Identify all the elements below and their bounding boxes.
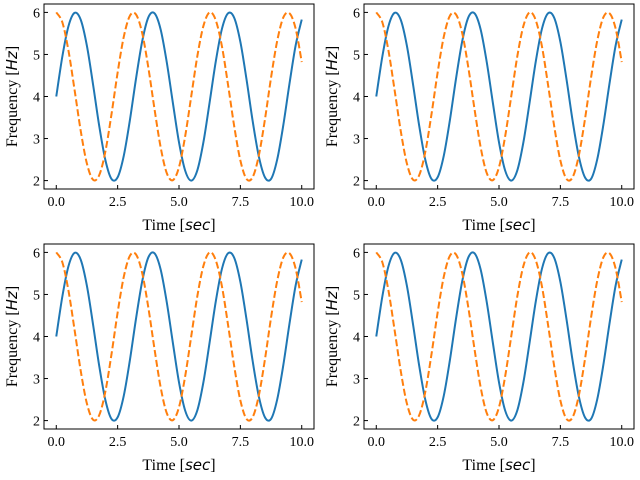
x-axis-label-end: ] [530, 457, 535, 474]
y-tick-label: 3 [353, 133, 360, 148]
y-axis-label-math: Hz [3, 50, 21, 70]
x-tick-label: 5.0 [490, 435, 508, 450]
x-tick-label: 5.0 [170, 435, 188, 450]
y-tick-label: 4 [33, 91, 40, 106]
y-axis-label-text: Frequency [ [324, 70, 341, 147]
x-axis-label-end: ] [530, 217, 535, 234]
x-tick-label: 0.0 [368, 195, 386, 210]
x-axis-label-end: ] [210, 457, 215, 474]
series-line-cos [375, 251, 623, 422]
series-line-sin [375, 11, 623, 182]
x-axis-label-text: Time [ [142, 457, 185, 474]
series-line-cos [55, 251, 303, 422]
y-tick-label: 2 [353, 415, 360, 430]
y-tick-label: 4 [33, 331, 40, 346]
y-axis-label-text: Frequency [ [324, 310, 341, 387]
y-axis-label-text: Frequency [ [4, 310, 21, 387]
y-tick-label: 6 [33, 6, 40, 21]
x-axis-label: Time [sec] [462, 456, 535, 474]
x-tick-label: 0.0 [48, 195, 66, 210]
x-tick-label: 2.5 [109, 435, 127, 450]
y-tick-label: 4 [353, 91, 360, 106]
y-tick-label: 6 [353, 6, 360, 21]
x-axis-label: Time [sec] [142, 216, 215, 234]
y-axis-label: Frequency [Hz] [3, 46, 21, 147]
x-axis-label: Time [sec] [462, 216, 535, 234]
x-tick-label: 10.0 [289, 435, 314, 450]
y-axis-label-end: ] [4, 46, 21, 51]
y-tick-label: 3 [33, 133, 40, 148]
y-axis-label: Frequency [Hz] [3, 286, 21, 387]
y-axis-label: Frequency [Hz] [323, 286, 341, 387]
y-tick-label: 6 [33, 246, 40, 261]
x-tick-label: 10.0 [609, 435, 634, 450]
x-axis-label-text: Time [ [462, 457, 505, 474]
x-axis-label-end: ] [210, 217, 215, 234]
series-line-sin [55, 11, 303, 182]
y-tick-label: 2 [33, 415, 40, 430]
y-tick-label: 5 [353, 288, 360, 303]
x-axis-label-math: sec [185, 456, 211, 474]
x-tick-label: 5.0 [170, 195, 188, 210]
y-tick-label: 6 [353, 246, 360, 261]
x-tick-label: 7.5 [552, 195, 570, 210]
x-axis-label-math: sec [185, 216, 211, 234]
y-axis-label-math: Hz [323, 290, 341, 310]
x-axis-label-math: sec [505, 216, 531, 234]
x-axis-label-text: Time [ [142, 217, 185, 234]
series-line-cos [375, 11, 623, 182]
y-axis-label-text: Frequency [ [4, 70, 21, 147]
x-tick-label: 5.0 [490, 195, 508, 210]
x-tick-label: 7.5 [232, 195, 250, 210]
y-tick-label: 2 [33, 175, 40, 190]
series-line-sin [375, 251, 623, 422]
y-axis-label: Frequency [Hz] [323, 46, 341, 147]
x-tick-label: 2.5 [429, 435, 447, 450]
x-tick-label: 2.5 [109, 195, 127, 210]
x-axis-label-text: Time [ [462, 217, 505, 234]
y-axis-label-math: Hz [323, 50, 341, 70]
x-tick-label: 7.5 [232, 435, 250, 450]
x-tick-label: 10.0 [289, 195, 314, 210]
x-axis-label-math: sec [505, 456, 531, 474]
x-tick-label: 10.0 [609, 195, 634, 210]
y-tick-label: 3 [33, 373, 40, 388]
series-line-cos [55, 11, 303, 182]
x-tick-label: 7.5 [552, 435, 570, 450]
y-tick-label: 2 [353, 175, 360, 190]
y-axis-label-math: Hz [3, 290, 21, 310]
y-tick-label: 4 [353, 331, 360, 346]
y-axis-label-end: ] [324, 46, 341, 51]
y-tick-label: 5 [33, 288, 40, 303]
y-tick-label: 3 [353, 373, 360, 388]
y-tick-label: 5 [353, 48, 360, 63]
x-tick-label: 2.5 [429, 195, 447, 210]
x-axis-label: Time [sec] [142, 456, 215, 474]
y-axis-label-end: ] [4, 286, 21, 291]
x-tick-label: 0.0 [368, 435, 386, 450]
y-tick-label: 5 [33, 48, 40, 63]
x-tick-label: 0.0 [48, 435, 66, 450]
y-axis-label-end: ] [324, 286, 341, 291]
series-line-sin [55, 251, 303, 422]
